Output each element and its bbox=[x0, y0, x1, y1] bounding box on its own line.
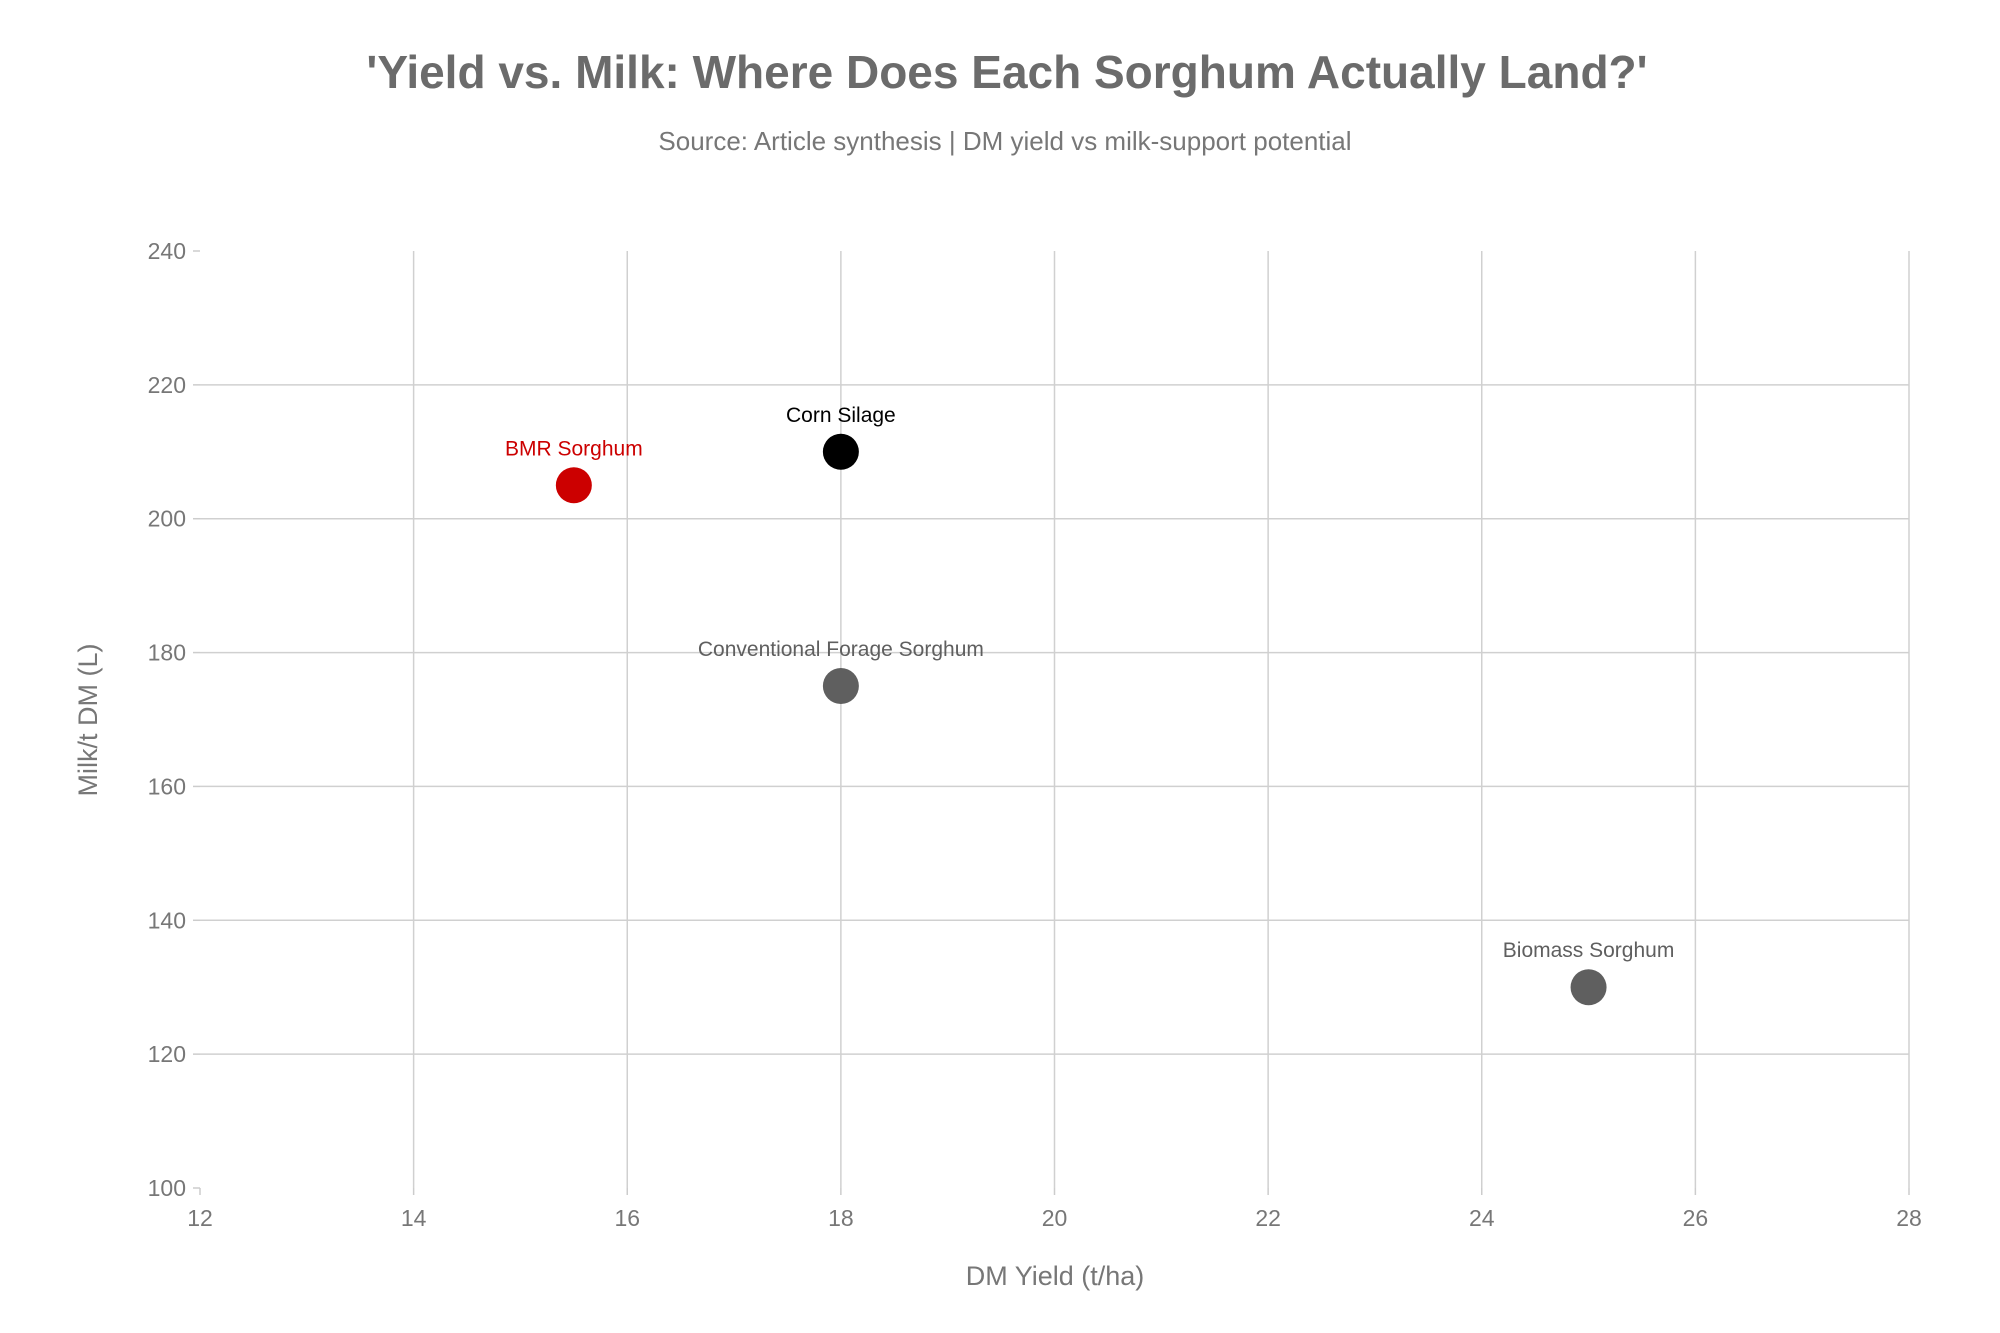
y-tick-label: 220 bbox=[148, 372, 186, 398]
y-axis-label: Milk/t DM (L) bbox=[73, 644, 103, 797]
x-tick-label: 20 bbox=[1042, 1205, 1068, 1231]
y-tick-label: 160 bbox=[148, 773, 186, 799]
data-point bbox=[555, 467, 592, 504]
data-point-label: BMR Sorghum bbox=[505, 437, 643, 460]
data-point bbox=[822, 668, 859, 705]
x-tick-label: 12 bbox=[187, 1205, 213, 1231]
y-tick-label: 240 bbox=[148, 238, 186, 264]
y-tick-label: 140 bbox=[148, 907, 186, 933]
grid bbox=[200, 251, 1910, 1188]
axis-ticks: 12 14 16 18 20 22 24 26 28 100 120 140 160 180 200 220 2… bbox=[148, 238, 1922, 1231]
x-tick-label: 26 bbox=[1683, 1205, 1709, 1231]
x-tick-label: 24 bbox=[1469, 1205, 1495, 1231]
data-point bbox=[1570, 969, 1607, 1006]
x-tick-label: 28 bbox=[1896, 1205, 1922, 1231]
x-tick-label: 18 bbox=[828, 1205, 854, 1231]
x-tick-label: 16 bbox=[614, 1205, 640, 1231]
x-tick-label: 22 bbox=[1255, 1205, 1281, 1231]
chart-subtitle: Source: Article synthesis | DM yield vs … bbox=[658, 126, 1351, 156]
data-point-label: Biomass Sorghum bbox=[1503, 939, 1675, 962]
chart-title: 'Yield vs. Milk: Where Does Each Sorghum… bbox=[366, 46, 1647, 98]
x-tick-label: 14 bbox=[401, 1205, 427, 1231]
data-point-label: Conventional Forage Sorghum bbox=[698, 638, 984, 661]
y-tick-label: 200 bbox=[148, 506, 186, 532]
data-points: BMR Sorghum Corn Silage Conventional Forag… bbox=[505, 404, 1675, 1006]
y-tick-label: 100 bbox=[148, 1175, 186, 1201]
y-tick-label: 120 bbox=[148, 1041, 186, 1067]
data-point-label: Corn Silage bbox=[786, 404, 896, 427]
data-point bbox=[822, 433, 859, 470]
x-axis-label: DM Yield (t/ha) bbox=[966, 1261, 1145, 1291]
y-tick-label: 180 bbox=[148, 640, 186, 666]
